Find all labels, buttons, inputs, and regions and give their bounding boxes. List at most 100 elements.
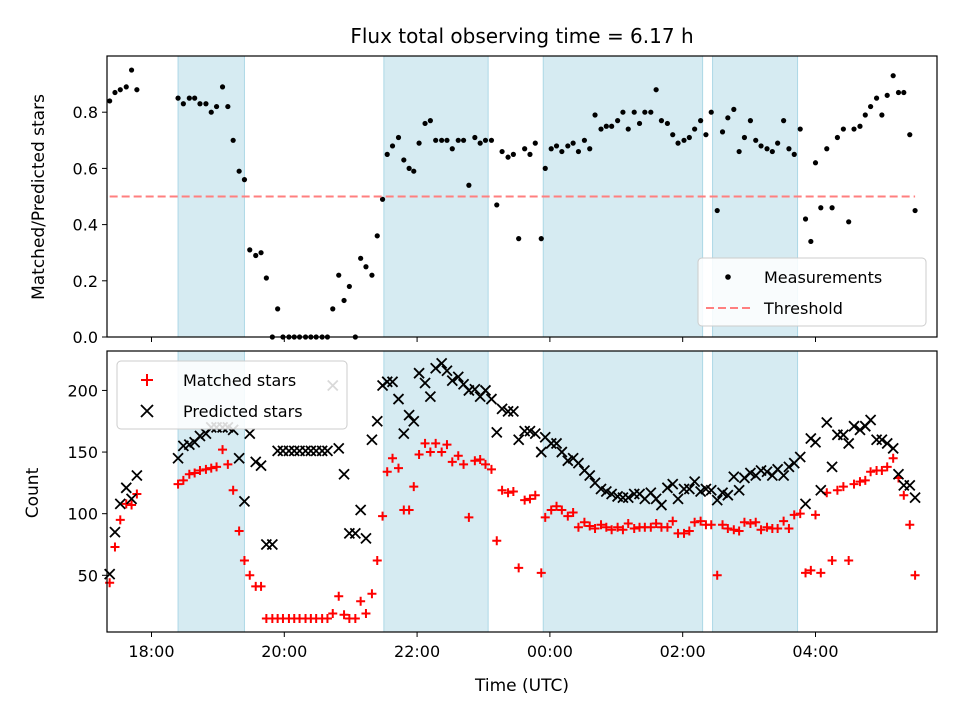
data-point [449,146,455,152]
x-tick-label: 00:00 [527,642,573,661]
data-point [208,109,214,115]
data-point [244,427,256,440]
data-point [336,272,342,278]
data-point [904,479,916,491]
x-tick-label: 02:00 [660,642,706,661]
data-point [779,516,789,526]
data-point [579,517,589,527]
data-point [488,137,495,143]
data-point [648,109,654,115]
data-point [127,500,137,510]
data-point [905,520,915,530]
x-tick-label: 04:00 [792,642,838,661]
data-point [392,393,405,405]
data-point [486,464,496,474]
data-point [236,168,242,174]
data-point [384,151,390,157]
data-point [195,466,205,476]
data-point [559,148,565,155]
data-point [675,140,681,146]
data-point [552,501,562,511]
data-point [655,499,668,511]
y-tick-label: 0.8 [73,103,98,122]
data-point [851,126,857,132]
data-point [609,123,615,129]
data-point [406,165,412,171]
data-point [603,123,609,129]
data-point [546,505,556,515]
data-point [134,87,140,93]
data-point [556,446,568,458]
data-point [178,475,188,485]
data-point [895,89,902,96]
data-point [395,134,402,141]
data-point [548,146,554,152]
data-point [416,140,422,146]
data-point [447,457,457,467]
data-point [712,570,722,580]
data-point [192,95,198,101]
data-point [413,367,425,379]
data-point [542,165,548,171]
legend-label: Predicted stars [183,402,303,421]
data-point [617,492,629,504]
data-point [877,466,887,476]
data-point [653,87,659,93]
data-point [203,101,209,107]
data-point [575,148,582,155]
data-point [219,84,226,90]
data-point [846,219,852,225]
data-point [596,520,606,530]
data-point [175,95,181,101]
data-point [783,461,795,473]
data-point [120,482,132,494]
data-point [374,233,380,239]
data-point [479,384,492,397]
data-point [910,570,920,580]
data-point [734,526,744,536]
data-point [173,479,183,489]
data-point [283,445,295,457]
legend-label: Measurements [764,268,882,287]
data-point [628,488,640,500]
data-point [422,120,428,127]
legend-box [697,257,927,327]
data-point [838,482,848,492]
data-point [346,283,352,290]
data-point [230,137,236,143]
data-point [379,196,386,202]
data-point [613,522,623,532]
data-point [190,468,200,478]
data-point [690,517,700,527]
data-point [339,610,349,620]
data-point [664,120,671,127]
data-point [437,447,447,457]
data-point [795,509,805,519]
data-point [115,515,125,525]
data-point [333,442,345,455]
data-point [250,456,262,468]
top-panel: 0.0 0.2 0.4 0.6 0.8 Measurements Threshold [73,55,938,347]
data-point [393,463,403,473]
data-point [425,447,435,457]
data-point [587,146,593,152]
data-point [444,137,450,143]
data-point [194,430,206,442]
data-point [907,132,913,138]
legend: Matched stars Predicted stars [116,360,348,430]
data-point [882,462,892,472]
data-point [514,563,524,573]
data-point [464,512,474,522]
data-point [733,484,745,496]
data-point [801,568,811,578]
data-point [371,415,383,427]
chart-title: Flux total observing time = 6.17 h [350,24,693,48]
data-point [389,143,396,149]
data-point [747,118,754,124]
data-point [553,143,560,149]
legend-label: Matched stars [183,371,296,390]
series-predicted-stars [104,357,921,580]
data-point [431,438,441,448]
data-point [683,483,695,495]
